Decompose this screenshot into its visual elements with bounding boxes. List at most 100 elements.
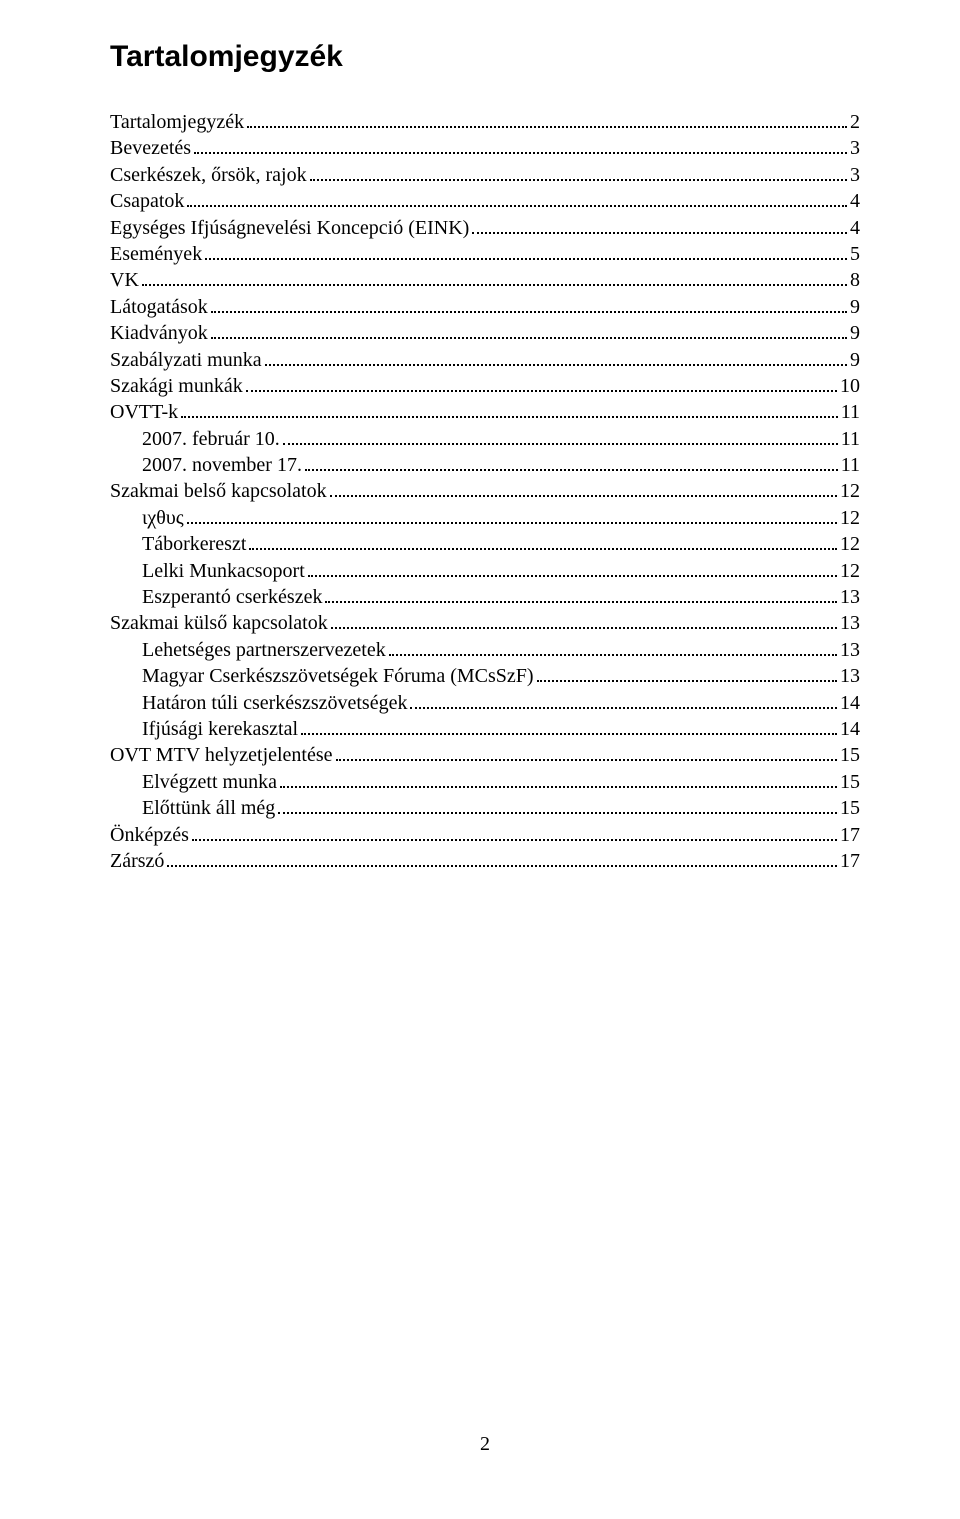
toc-label: Lelki Munkacsoport <box>142 560 305 583</box>
toc-leader-dots <box>167 847 837 867</box>
toc-label: VK <box>110 269 139 292</box>
toc-leader-dots <box>537 662 837 682</box>
toc-leader-dots <box>389 636 837 656</box>
toc-row: Szabályzati munka9 <box>110 346 860 372</box>
toc-page: 8 <box>850 269 860 292</box>
toc-label: Eszperantó cserkészek <box>142 586 322 609</box>
toc-page: 12 <box>840 480 860 503</box>
toc-page: 9 <box>850 296 860 319</box>
toc-leader-dots <box>305 451 838 471</box>
toc-label: Cserkészek, őrsök, rajok <box>110 164 307 187</box>
toc-page: 3 <box>850 164 860 187</box>
toc-label: Tartalomjegyzék <box>110 111 244 134</box>
page-number: 2 <box>110 1433 860 1456</box>
toc-page: 15 <box>840 744 860 767</box>
toc-label: Szakmai külső kapcsolatok <box>110 612 328 635</box>
toc-label: Látogatások <box>110 296 208 319</box>
toc-label: Önképzés <box>110 824 189 847</box>
toc-leader-dots <box>246 372 837 392</box>
toc-label: OVT MTV helyzetjelentése <box>110 744 333 767</box>
toc-page: 10 <box>840 375 860 398</box>
toc-label: Magyar Cserkészszövetségek Fóruma (MCsSz… <box>142 665 534 688</box>
toc-leader-dots <box>247 108 847 128</box>
page-title: Tartalomjegyzék <box>110 40 860 74</box>
toc-label: Egységes Ifjúságnevelési Koncepció (EINK… <box>110 217 469 240</box>
toc-leader-dots <box>142 266 847 286</box>
toc-page: 17 <box>840 824 860 847</box>
toc-page: 5 <box>850 243 860 266</box>
toc-leader-dots <box>187 504 837 524</box>
toc-row: Lelki Munkacsoport 12 <box>110 557 860 583</box>
toc-leader-dots <box>194 134 847 154</box>
toc-row: Bevezetés3 <box>110 134 860 160</box>
toc-label: 2007. november 17. <box>142 454 302 477</box>
toc-leader-dots <box>283 425 838 445</box>
toc-leader-dots <box>278 794 837 814</box>
toc-row: OVTT-k 11 <box>110 398 860 424</box>
toc-leader-dots <box>325 583 837 603</box>
toc-page: 11 <box>841 428 860 451</box>
toc-row: Határon túli cserkészszövetségek 14 <box>110 689 860 715</box>
toc-row: OVT MTV helyzetjelentése 15 <box>110 741 860 767</box>
toc-row: Előttünk áll még 15 <box>110 794 860 820</box>
toc-label: Csapatok <box>110 190 184 213</box>
toc-leader-dots <box>265 346 847 366</box>
toc-page: 3 <box>850 137 860 160</box>
toc-row: Tartalomjegyzék2 <box>110 108 860 134</box>
toc-label: Előttünk áll még <box>142 797 275 820</box>
toc-row: Zárszó17 <box>110 847 860 873</box>
toc-leader-dots <box>330 477 837 497</box>
toc-row: Kiadványok 9 <box>110 319 860 345</box>
toc-label: Szakmai belső kapcsolatok <box>110 480 327 503</box>
toc-row: Elvégzett munka 15 <box>110 768 860 794</box>
toc-page: 11 <box>841 454 860 477</box>
toc-page: 13 <box>840 639 860 662</box>
toc-leader-dots <box>331 609 837 629</box>
toc-row: Ifjúsági kerekasztal14 <box>110 715 860 741</box>
toc-page: 9 <box>850 322 860 345</box>
toc-row: Események 5 <box>110 240 860 266</box>
toc-page: 11 <box>841 401 860 424</box>
toc-row: Eszperantó cserkészek 13 <box>110 583 860 609</box>
toc-page: 12 <box>840 560 860 583</box>
toc-label: Kiadványok <box>110 322 208 345</box>
toc-page: 4 <box>850 190 860 213</box>
toc-row: ιχθυς12 <box>110 504 860 530</box>
toc-row: Szakági munkák10 <box>110 372 860 398</box>
toc-page: 14 <box>840 692 860 715</box>
toc-row: Cserkészek, őrsök, rajok 3 <box>110 161 860 187</box>
toc-label: OVTT-k <box>110 401 178 424</box>
toc-leader-dots <box>181 398 838 418</box>
toc-label: Határon túli cserkészszövetségek <box>142 692 407 715</box>
toc-row: Egységes Ifjúságnevelési Koncepció (EINK… <box>110 214 860 240</box>
toc-row: Magyar Cserkészszövetségek Fóruma (MCsSz… <box>110 662 860 688</box>
toc-page: 13 <box>840 612 860 635</box>
toc-page: 13 <box>840 586 860 609</box>
toc-leader-dots <box>472 214 847 234</box>
table-of-contents: Tartalomjegyzék2Bevezetés3Cserkészek, őr… <box>110 108 860 873</box>
toc-leader-dots <box>336 741 837 761</box>
toc-label: Elvégzett munka <box>142 771 277 794</box>
toc-row: Látogatások 9 <box>110 293 860 319</box>
toc-page: 13 <box>840 665 860 688</box>
toc-page: 15 <box>840 771 860 794</box>
toc-leader-dots <box>410 689 837 709</box>
toc-label: 2007. február 10. <box>142 428 280 451</box>
toc-leader-dots <box>280 768 837 788</box>
toc-leader-dots <box>187 187 847 207</box>
toc-row: VK 8 <box>110 266 860 292</box>
toc-page: 15 <box>840 797 860 820</box>
toc-page: 12 <box>840 507 860 530</box>
toc-leader-dots <box>301 715 837 735</box>
toc-leader-dots <box>205 240 847 260</box>
toc-leader-dots <box>308 557 837 577</box>
toc-leader-dots <box>211 293 847 313</box>
toc-label: Események <box>110 243 202 266</box>
toc-page: 12 <box>840 533 860 556</box>
toc-row: Önképzés 17 <box>110 821 860 847</box>
toc-leader-dots <box>192 821 837 841</box>
toc-page: 4 <box>850 217 860 240</box>
toc-label: Lehetséges partnerszervezetek <box>142 639 386 662</box>
toc-label: Táborkereszt <box>142 533 246 556</box>
toc-row: Lehetséges partnerszervezetek 13 <box>110 636 860 662</box>
